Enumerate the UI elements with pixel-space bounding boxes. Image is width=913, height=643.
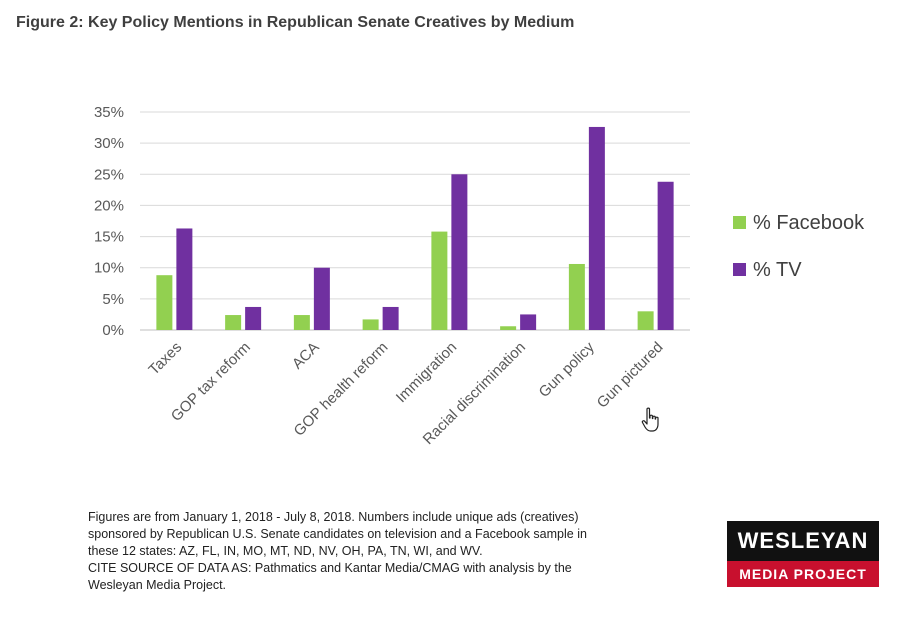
footnote-line: these 12 states: AZ, FL, IN, MO, MT, ND,… [88, 544, 483, 558]
bar-facebook [225, 315, 242, 330]
bar-tv [588, 126, 605, 330]
logo-bottom-text: MEDIA PROJECT [727, 561, 879, 587]
legend-label: % TV [753, 259, 802, 281]
legend-label: % Facebook [753, 212, 865, 234]
legend: % Facebook % TV [733, 212, 865, 281]
bar-facebook [362, 319, 379, 330]
footnote-line: CITE SOURCE OF DATA AS: Pathmatics and K… [88, 561, 572, 575]
y-tick-label: 10% [94, 260, 124, 277]
legend-swatch [733, 263, 746, 276]
bar-tv [176, 228, 193, 330]
footnote-line: sponsored by Republican U.S. Senate cand… [88, 527, 587, 541]
bar-facebook [293, 315, 310, 330]
bar-facebook [500, 326, 517, 330]
x-tick-label: Immigration [393, 339, 460, 406]
bar-tv [451, 174, 468, 330]
bar-tv [382, 306, 399, 330]
y-tick-label: 5% [102, 291, 124, 308]
footnote-line: Figures are from January 1, 2018 - July … [88, 510, 579, 524]
bar-facebook [568, 263, 585, 330]
bar-tv [313, 267, 330, 330]
bars [156, 126, 674, 330]
wesleyan-media-project-logo: WESLEYAN MEDIA PROJECT [727, 521, 879, 587]
bar-tv [657, 181, 674, 330]
bar-tv [245, 306, 262, 330]
hand-pointer-icon [641, 407, 659, 432]
x-tick-label: ACA [289, 339, 323, 373]
y-tick-label: 30% [94, 135, 124, 152]
x-tick-label: Taxes [145, 339, 185, 379]
y-tick-label: 35% [94, 104, 124, 121]
y-tick-label: 20% [94, 197, 124, 214]
x-tick-label: Gun pictured [594, 339, 667, 412]
legend-swatch [733, 216, 746, 229]
bar-facebook [637, 311, 654, 330]
y-tick-label: 0% [102, 322, 124, 339]
logo-top-text: WESLEYAN [727, 521, 879, 561]
footnote: Figures are from January 1, 2018 - July … [88, 509, 678, 594]
bar-facebook [156, 275, 173, 330]
y-axis-labels: 0% 5% 10% 15% 20% 25% 30% 35% [94, 104, 124, 339]
footnote-line: Wesleyan Media Project. [88, 578, 227, 592]
y-tick-label: 25% [94, 166, 124, 183]
figure-title: Figure 2: Key Policy Mentions in Republi… [16, 14, 575, 31]
gridlines [140, 111, 690, 331]
x-tick-label: Gun policy [536, 338, 598, 400]
y-tick-label: 15% [94, 229, 124, 246]
bar-facebook [431, 231, 448, 330]
bar-tv [520, 314, 537, 330]
